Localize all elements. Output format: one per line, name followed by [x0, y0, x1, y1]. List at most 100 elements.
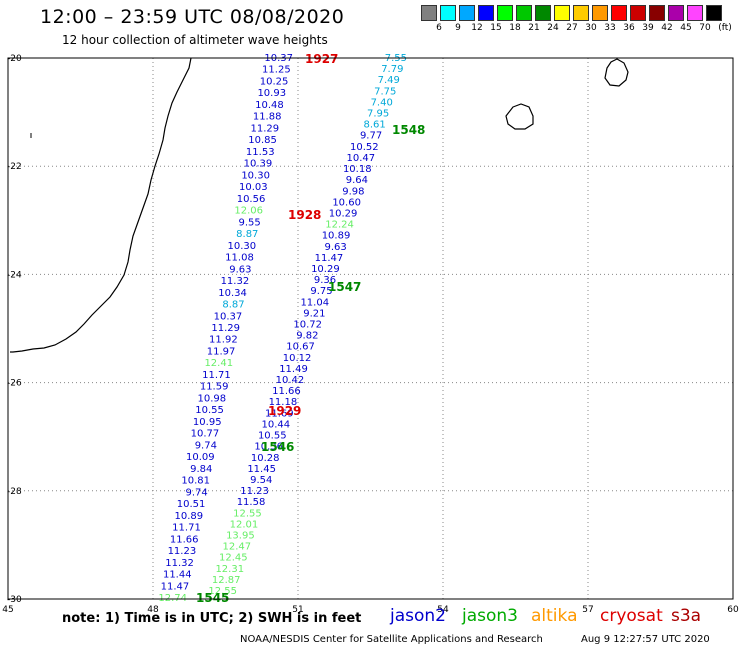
track-a-value: 11.66: [170, 534, 199, 545]
legend-swatch: [592, 5, 608, 21]
track-b-value: 12.45: [219, 553, 248, 564]
pass-label: 1929: [268, 404, 301, 418]
track-a-value: 10.55: [195, 405, 224, 416]
track-b-value: 13.95: [226, 530, 255, 541]
satellite-altika: altika: [531, 606, 578, 626]
longitude-label: 54: [437, 605, 449, 615]
track-b-value: 10.42: [276, 375, 305, 386]
generated-date: Aug 9 12:27:57 UTC 2020: [581, 634, 710, 645]
track-a-value: 11.71: [202, 370, 231, 381]
track-b-value: 10.55: [258, 431, 287, 442]
latitude-label: -20: [7, 54, 22, 64]
track-b-value: 9.98: [342, 186, 364, 197]
map-border: [7, 57, 734, 600]
track-a-value: 11.08: [225, 253, 254, 264]
legend-label: 30: [585, 23, 597, 33]
legend-swatch: [630, 5, 646, 21]
track-a-value: 10.34: [218, 288, 247, 299]
track-a-value: 10.56: [237, 194, 266, 205]
map-frame: 45 48 51 54 57 60 -20 -22 -24 -26 -28 -30: [2, 54, 739, 615]
legend-swatch: [497, 5, 513, 21]
satellite-jason2: jason2: [390, 606, 446, 626]
track-a-value: 11.92: [209, 335, 238, 346]
track-b-value: 11.47: [315, 253, 344, 264]
pass-label: 1546: [261, 440, 294, 454]
track-a-value: 9.74: [195, 440, 217, 451]
satellite-cryosat: cryosat: [600, 606, 663, 626]
track-b-value: 10.60: [332, 197, 361, 208]
track-b-value: 8.61: [363, 120, 385, 131]
coastline: [10, 57, 629, 353]
track-b-value: 10.29: [329, 208, 358, 219]
credit-line: NOAA/NESDIS Center for Satellite Applica…: [240, 634, 543, 645]
legend-swatch: [668, 5, 684, 21]
legend-swatch: [573, 5, 589, 21]
legend-label: 6: [436, 23, 442, 33]
track-a-value: 10.30: [241, 170, 270, 181]
track-a-value: 10.89: [174, 511, 203, 522]
track-a-value: 10.09: [186, 452, 215, 463]
pass-label: 1548: [392, 123, 425, 137]
track-b-value: 10.52: [350, 142, 379, 153]
legend-swatch: [459, 5, 475, 21]
track-a-value: 9.63: [229, 264, 251, 275]
satellite-jason3: jason3: [462, 606, 518, 626]
track-a-value: 11.32: [221, 276, 250, 287]
legend-swatch: [516, 5, 532, 21]
legend-label: 70: [699, 23, 711, 33]
track-a-value: 10.98: [198, 393, 227, 404]
track-b-value: 10.72: [293, 320, 322, 331]
track-b-value: 7.40: [371, 97, 393, 108]
track-a-value: 11.47: [161, 581, 190, 592]
wave-height-values: 10.3711.2510.2510.9310.4811.8811.2910.85…: [158, 52, 425, 605]
track-b-value: 12.55: [208, 586, 237, 597]
track-b-value: 10.29: [311, 264, 340, 275]
track-a-value: 9.84: [190, 464, 212, 475]
track-b-value: 11.69: [265, 408, 294, 419]
legend-swatch: [611, 5, 627, 21]
legend-label: 45: [680, 23, 692, 33]
track-b-value: 9.54: [250, 475, 272, 486]
track-a-value: 8.87: [236, 229, 258, 240]
latitude-label: -26: [7, 379, 22, 389]
track-a-value: 10.85: [248, 135, 277, 146]
track-a-value: 8.87: [222, 300, 244, 311]
latitude-label: -24: [7, 270, 22, 280]
track-a-value: 10.48: [255, 100, 284, 111]
track-a-value: 9.74: [185, 487, 207, 498]
track-b-value: 11.04: [300, 297, 329, 308]
track-b-value: 12.01: [230, 519, 259, 530]
track-b-value: 11.18: [269, 397, 298, 408]
legend-swatch: [478, 5, 494, 21]
legend-label: 21: [528, 23, 540, 33]
track-b-value: 11.45: [247, 464, 276, 475]
track-a-value: 10.30: [227, 241, 256, 252]
track-a-value: 11.53: [246, 147, 275, 158]
legend-label: 42: [661, 23, 673, 33]
legend-label: 9: [455, 23, 461, 33]
track-b-value: 9.75: [310, 286, 332, 297]
latitude-label: -22: [7, 162, 22, 172]
mauritius-coastline: [604, 58, 629, 87]
legend-label: 33: [604, 23, 616, 33]
track-b-value: 9.21: [303, 308, 325, 319]
legend-label: 12: [471, 23, 483, 33]
track-a-value: 10.77: [191, 429, 220, 440]
track-b-value: 9.36: [314, 275, 336, 286]
legend-swatch: [687, 5, 703, 21]
legend-swatch: [535, 5, 551, 21]
track-a-value: 11.29: [251, 123, 280, 134]
legend-unit: (ft): [718, 23, 732, 33]
legend-label: 36: [623, 23, 635, 33]
pass-label: 1927: [305, 52, 338, 66]
pass-label: 1545: [196, 591, 229, 605]
latitude-label: -28: [7, 487, 22, 497]
longitude-label: 45: [2, 605, 13, 615]
track-a-value: 10.93: [257, 88, 286, 99]
track-a-value: 10.81: [181, 476, 210, 487]
track-a-value: 10.51: [177, 499, 206, 510]
track-a-value: 11.23: [168, 546, 197, 557]
legend-label: 27: [566, 23, 578, 33]
longitude-label: 60: [727, 605, 739, 615]
